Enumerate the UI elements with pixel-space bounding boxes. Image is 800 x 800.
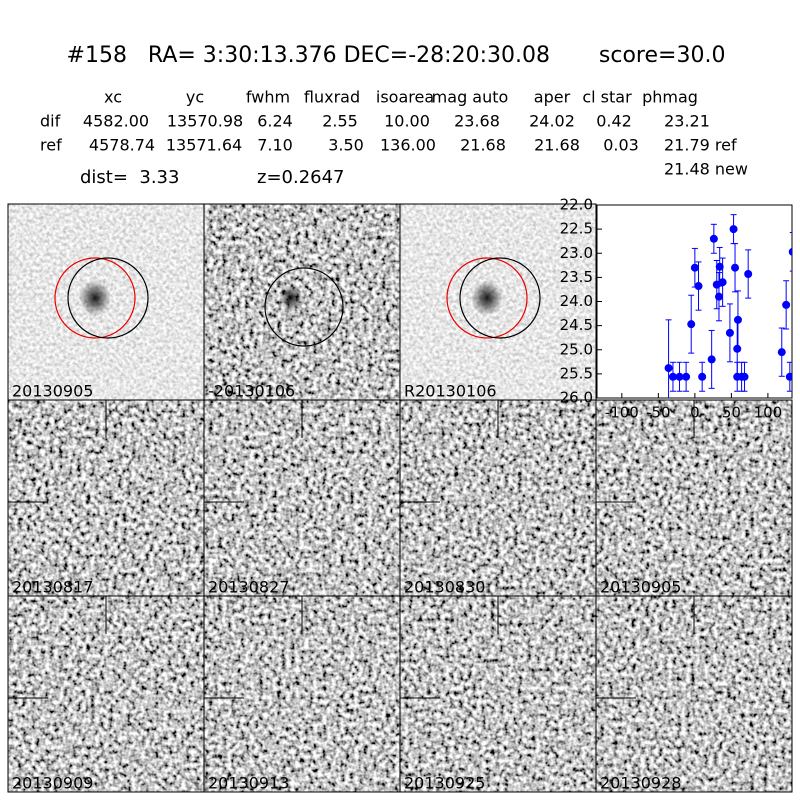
column-header: xc — [104, 88, 122, 107]
table-cell: 0.42 — [596, 112, 632, 131]
table-cell: 13571.64 — [166, 136, 242, 155]
panel-label: 20130925 — [404, 774, 485, 793]
ref-circle — [446, 257, 528, 339]
dif-circle — [264, 267, 344, 347]
point — [668, 372, 677, 381]
point — [694, 282, 703, 291]
point — [675, 372, 684, 381]
column-header: cl star — [582, 88, 632, 107]
x-tick-label: 50 — [722, 404, 741, 422]
table-cell: 13570.98 — [167, 112, 243, 131]
panel-label: -20130106 — [208, 382, 295, 401]
column-header: yc — [186, 88, 204, 107]
point — [690, 263, 699, 272]
y-tick-label: 22.5 — [560, 220, 593, 238]
table-cell: dif — [40, 112, 61, 131]
table-note: 21.48 new — [664, 160, 748, 179]
point — [782, 300, 791, 309]
panel-label: 20130817 — [12, 578, 93, 597]
point — [709, 234, 718, 243]
table-cell: 7.10 — [257, 136, 293, 155]
table-cell: 21.68 — [460, 136, 506, 155]
panel-border — [595, 595, 793, 793]
panel-label: 20130830 — [404, 578, 485, 597]
ref-circle — [54, 257, 136, 339]
column-header: isoarea — [376, 88, 434, 107]
dif-circle — [459, 257, 541, 339]
panel-label: 20130905 — [600, 578, 681, 597]
source-blob — [79, 280, 111, 316]
point — [715, 262, 724, 271]
points — [664, 214, 792, 398]
title: #158 RA= 3:30:13.376 DEC=-28:20:30.08 sc… — [67, 43, 726, 68]
y-tick-label: 23.0 — [560, 244, 593, 262]
table-cell: 23.68 — [454, 112, 500, 131]
point — [687, 320, 696, 329]
point — [731, 263, 740, 272]
table-cell: 136.00 — [380, 136, 436, 155]
dif-circle — [67, 257, 149, 339]
panel-label: 20130913 — [208, 774, 289, 793]
dist: dist= 3.33 — [80, 167, 179, 188]
point — [718, 278, 727, 287]
y-tick-label: 23.5 — [560, 268, 593, 286]
x-tick-label: -50 — [646, 404, 671, 422]
y-tick-label: 26.0 — [560, 389, 593, 407]
redshift: z=0.2647 — [257, 167, 345, 188]
y-tick-label: 25.5 — [560, 364, 593, 382]
panel-label: 20130827 — [208, 578, 289, 597]
column-header: aper — [534, 88, 571, 107]
table-cell: 3.50 — [328, 136, 364, 155]
column-header: fluxrad — [304, 88, 360, 107]
point — [785, 372, 792, 381]
table-cell: 21.79 ref — [664, 136, 737, 155]
x-tick-label: 100 — [754, 404, 783, 422]
point — [664, 364, 673, 373]
column-header: phmag — [642, 88, 698, 107]
source-blob — [471, 280, 503, 316]
point — [740, 372, 749, 381]
table-cell: 21.68 — [534, 136, 580, 155]
y-tick-label: 24.0 — [560, 292, 593, 310]
point — [725, 328, 734, 337]
point — [744, 269, 753, 278]
table-cell: 6.24 — [257, 112, 293, 131]
table-cell: 0.03 — [603, 136, 639, 155]
table-cell: 2.55 — [322, 112, 358, 131]
x-tick-label: 0 — [690, 404, 700, 422]
plot-area — [596, 204, 793, 399]
x-tick-label: -100 — [605, 404, 639, 422]
point — [714, 292, 723, 301]
point — [733, 315, 742, 324]
point — [788, 247, 792, 256]
point — [682, 372, 691, 381]
column-header: mag auto — [432, 88, 509, 107]
panel-label: 20130909 — [12, 774, 93, 793]
table-cell: 10.00 — [384, 112, 430, 131]
table-cell: 23.21 — [664, 112, 710, 131]
y-tick-label: 25.0 — [560, 340, 593, 358]
table-cell: 4578.74 — [89, 136, 155, 155]
source-blob — [279, 284, 303, 312]
point — [729, 225, 738, 234]
point — [698, 372, 707, 381]
table-cell: ref — [40, 136, 62, 155]
point — [707, 355, 716, 364]
panel-label: 20130905 — [12, 382, 93, 401]
y-tick-label: 22.0 — [560, 196, 593, 214]
panel-label: 20130928 — [600, 774, 681, 793]
table-cell: 24.02 — [529, 112, 575, 131]
y-tick-label: 24.5 — [560, 316, 593, 334]
panel-label: R20130106 — [404, 382, 497, 401]
column-header: fwhm — [246, 88, 290, 107]
table-cell: 4582.00 — [83, 112, 149, 131]
point — [777, 348, 786, 357]
